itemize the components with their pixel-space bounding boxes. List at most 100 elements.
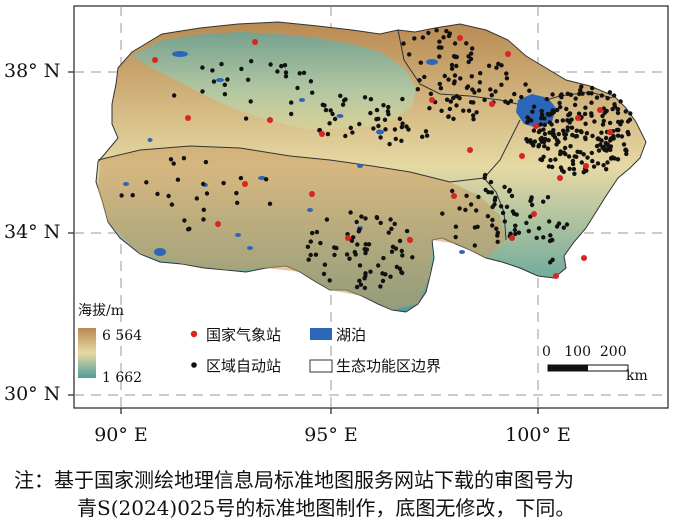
regional-station-dot [591, 164, 597, 169]
regional-station-dot [410, 255, 415, 260]
regional-station-dot [539, 139, 544, 144]
regional-station-dot [397, 266, 403, 271]
regional-station-dot [555, 138, 560, 143]
regional-station-dot [539, 135, 544, 141]
regional-station-dot [418, 60, 423, 65]
regional-station-dot [283, 74, 289, 79]
regional-station-dot [297, 71, 302, 76]
regional-station-dot [592, 119, 597, 124]
regional-station-dot [422, 74, 427, 80]
elevation-legend-title: 海拔/m [78, 303, 124, 319]
regional-station-dot [452, 41, 458, 46]
regional-station-dot [548, 260, 553, 265]
regional-station-dot [225, 77, 230, 82]
regional-station-dot [550, 132, 556, 138]
regional-station-dot [406, 127, 411, 132]
regional-station-dot [602, 110, 607, 116]
regional-station-dot [604, 167, 609, 172]
regional-station-dot [562, 136, 568, 141]
regional-station-dot [374, 117, 379, 122]
lat-label-38: 38° N [4, 60, 61, 82]
regional-station-dot [477, 80, 483, 85]
regional-station-dot [172, 93, 177, 98]
regional-station-dot [447, 31, 452, 36]
regional-station-dot [513, 223, 518, 228]
regional-station-dot [580, 91, 585, 96]
regional-station-dot [357, 263, 363, 268]
regional-station-dot [438, 86, 444, 91]
regional-station-dot [525, 115, 530, 120]
regional-station-dot [327, 278, 332, 283]
regional-station-dot [194, 196, 199, 201]
regional-station-dot [553, 157, 558, 162]
national-station-dot [467, 147, 473, 153]
regional-station-dot [324, 217, 330, 222]
regional-station-dot [493, 195, 498, 200]
regional-station-dot [488, 87, 493, 92]
regional-station-dot [310, 90, 315, 95]
regional-station-dot [466, 59, 471, 65]
regional-station-dot [249, 59, 254, 64]
regional-station-dot [169, 202, 175, 207]
regional-station-dot [424, 133, 430, 138]
regional-station-dot [566, 154, 572, 159]
regional-station-dot [401, 41, 406, 46]
regional-station-dot [571, 166, 577, 172]
national-station-dot [215, 221, 221, 227]
regional-station-dot [389, 249, 395, 254]
regional-station-dot [243, 116, 249, 121]
regional-station-dot [490, 217, 495, 223]
regional-station-dot [475, 224, 480, 229]
axis-ticks [68, 71, 539, 414]
regional-station-dot [548, 233, 553, 238]
regional-station-dot [338, 93, 343, 99]
regional-station-dot [368, 97, 374, 102]
regional-station-dot [380, 278, 386, 284]
regional-station-dot [368, 269, 373, 274]
regional-station-dot [524, 137, 529, 142]
regional-station-dot [558, 151, 563, 157]
regional-station-dot [509, 193, 515, 199]
regional-station-dot [542, 144, 547, 149]
national-station-dot [505, 51, 511, 57]
regional-station-dot [412, 36, 417, 41]
regional-station-dot [547, 219, 552, 224]
regional-station-dot [376, 123, 381, 129]
regional-station-dot [201, 217, 206, 222]
regional-station-dot [359, 214, 364, 219]
regional-station-dot [399, 248, 404, 254]
regional-station-dot [166, 193, 171, 199]
regional-station-dot [415, 87, 420, 92]
caption-line-1: 注：基于国家测绘地理信息局标准地图服务网站下载的审图号为 [14, 468, 574, 492]
regional-station-dot [567, 111, 573, 116]
regional-station-dot [465, 84, 471, 89]
regional-station-dot [376, 263, 381, 268]
regional-station-dot [607, 120, 613, 126]
lat-label-30: 30° N [4, 383, 61, 405]
regional-station-dot [318, 240, 323, 246]
regional-station-dot [476, 194, 481, 200]
regional-station-dot [343, 133, 348, 139]
regional-station-dot [564, 222, 570, 227]
regional-station-dot [130, 193, 135, 198]
regional-station-dot [437, 54, 442, 59]
regional-station-dot [490, 204, 495, 210]
regional-station-dot [348, 125, 353, 130]
regional-station-dot [221, 180, 226, 186]
regional-station-dot [615, 107, 621, 112]
regional-station-dot [508, 231, 513, 236]
regional-station-dot [444, 28, 449, 34]
regional-station-dot [545, 146, 551, 151]
map-figure: 38° N 34° N 30° N 90° E 95° E 100° E 海拔/… [4, 5, 669, 446]
regional-station-dot [603, 135, 609, 141]
regional-station-dot [581, 152, 586, 157]
regional-station-dot [474, 208, 479, 213]
regional-station-dot [550, 92, 555, 97]
regional-station-dot [519, 94, 524, 100]
regional-station-dot [363, 250, 368, 256]
regional-station-dot [200, 65, 205, 70]
regional-station-dot [451, 95, 456, 101]
regional-station-dot [289, 100, 294, 105]
regional-station-dot [582, 111, 588, 117]
regional-station-dot [539, 108, 544, 114]
